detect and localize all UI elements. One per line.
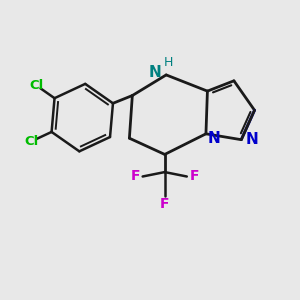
Text: F: F [130,169,140,183]
Text: Cl: Cl [29,79,43,92]
Text: F: F [189,169,199,183]
Text: H: H [164,56,173,69]
Text: Cl: Cl [24,135,38,148]
Text: F: F [160,197,169,212]
Text: N: N [148,65,161,80]
Text: N: N [245,132,258,147]
Text: N: N [208,131,220,146]
